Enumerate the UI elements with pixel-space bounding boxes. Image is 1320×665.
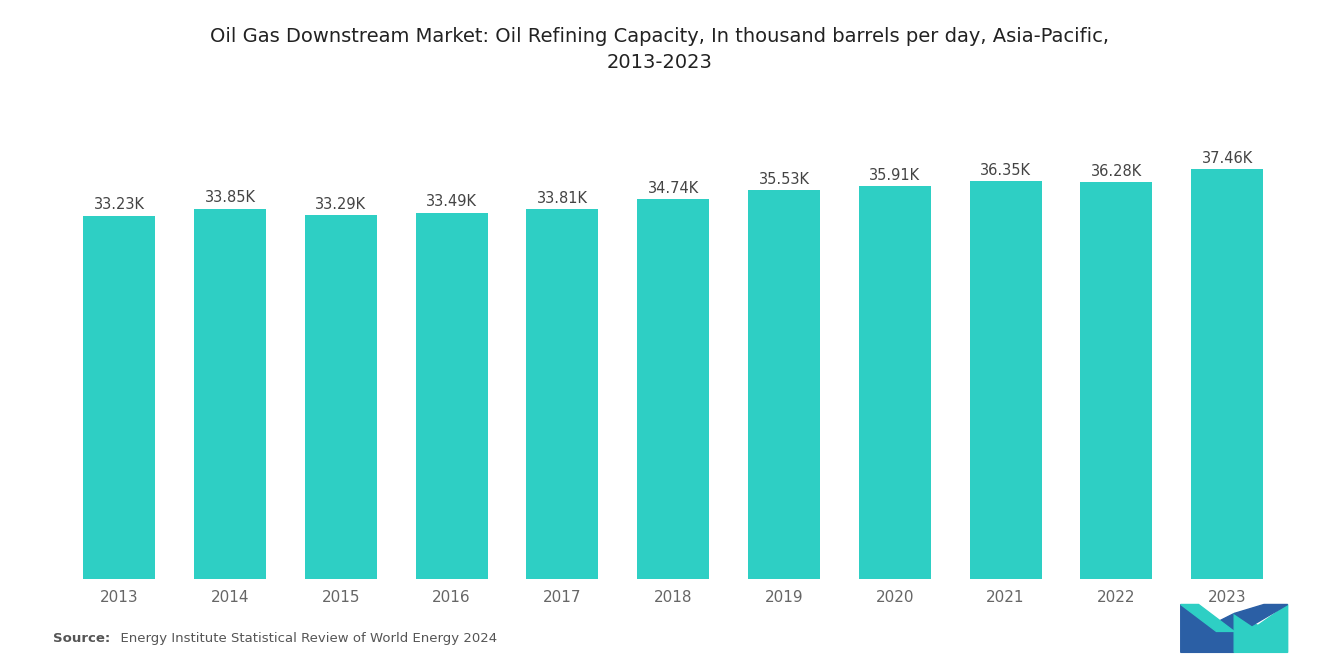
Bar (748, 190, 820, 579)
Text: 33.29K: 33.29K (315, 197, 367, 211)
Bar (305, 215, 376, 579)
Text: 33.85K: 33.85K (205, 190, 256, 205)
Text: 33.23K: 33.23K (94, 198, 145, 212)
Text: Oil Gas Downstream Market: Oil Refining Capacity, In thousand barrels per day, A: Oil Gas Downstream Market: Oil Refining … (210, 27, 1110, 72)
Bar (416, 213, 487, 579)
Polygon shape (1234, 604, 1287, 652)
Bar (638, 199, 709, 579)
Bar (1080, 182, 1152, 579)
Text: Energy Institute Statistical Review of World Energy 2024: Energy Institute Statistical Review of W… (112, 632, 498, 645)
Text: 36.35K: 36.35K (979, 163, 1031, 178)
Polygon shape (1180, 604, 1234, 652)
Bar (527, 209, 598, 579)
Text: 33.49K: 33.49K (426, 194, 477, 209)
Text: 33.81K: 33.81K (537, 191, 587, 206)
Text: 34.74K: 34.74K (648, 181, 698, 196)
Bar (1191, 170, 1263, 579)
Bar (83, 215, 156, 579)
Bar (859, 186, 931, 579)
Text: Source:: Source: (53, 632, 110, 645)
Polygon shape (1234, 604, 1287, 625)
Bar (194, 209, 267, 579)
Polygon shape (1180, 604, 1234, 632)
Text: 35.91K: 35.91K (869, 168, 920, 183)
Text: 37.46K: 37.46K (1201, 151, 1253, 166)
Bar (970, 182, 1041, 579)
Text: 36.28K: 36.28K (1090, 164, 1142, 179)
Text: 35.53K: 35.53K (759, 172, 809, 187)
